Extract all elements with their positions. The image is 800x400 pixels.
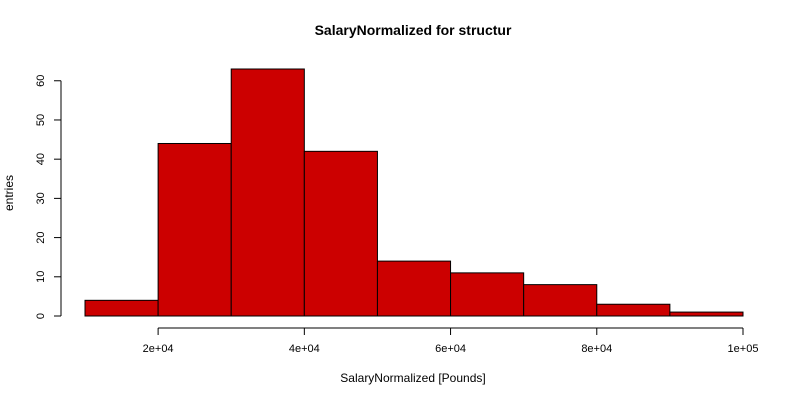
y-axis: 0 10 20 30 40 50 60 [35, 75, 62, 319]
histogram-bar-5 [450, 272, 525, 317]
y-tick-label-5: 50 [35, 114, 47, 126]
y-tick-label-2: 20 [35, 231, 47, 243]
histogram-bar-0 [84, 299, 159, 317]
x-axis-label: SalaryNormalized [Pounds] [340, 371, 485, 385]
y-tick-label-1: 10 [35, 271, 47, 283]
x-tick-label-0: 2e+04 [143, 343, 174, 355]
histogram-bar-6 [523, 284, 598, 317]
histogram-bar-4 [376, 260, 452, 317]
histogram-bar-2 [230, 68, 305, 317]
x-tick-label-4: 1e+05 [728, 343, 759, 355]
x-tick-label-1: 4e+04 [289, 343, 320, 355]
x-tick-label-3: 8e+04 [581, 343, 612, 355]
y-tick-label-6: 60 [35, 75, 47, 87]
histogram-bar-3 [303, 150, 378, 317]
x-axis: 2e+04 4e+04 6e+04 8e+04 1e+05 [143, 327, 759, 355]
x-tick-label-2: 6e+04 [435, 343, 466, 355]
histogram-bar-1 [157, 142, 232, 317]
histogram-bars [84, 68, 744, 317]
y-axis-label: entries [2, 175, 16, 211]
chart-title: SalaryNormalized for structur [315, 22, 512, 38]
y-tick-label-4: 40 [35, 153, 47, 165]
y-tick-label-3: 30 [35, 192, 47, 204]
histogram-bar-7 [596, 303, 671, 317]
y-tick-label-0: 0 [35, 313, 47, 319]
histogram-bar-8 [669, 311, 744, 317]
